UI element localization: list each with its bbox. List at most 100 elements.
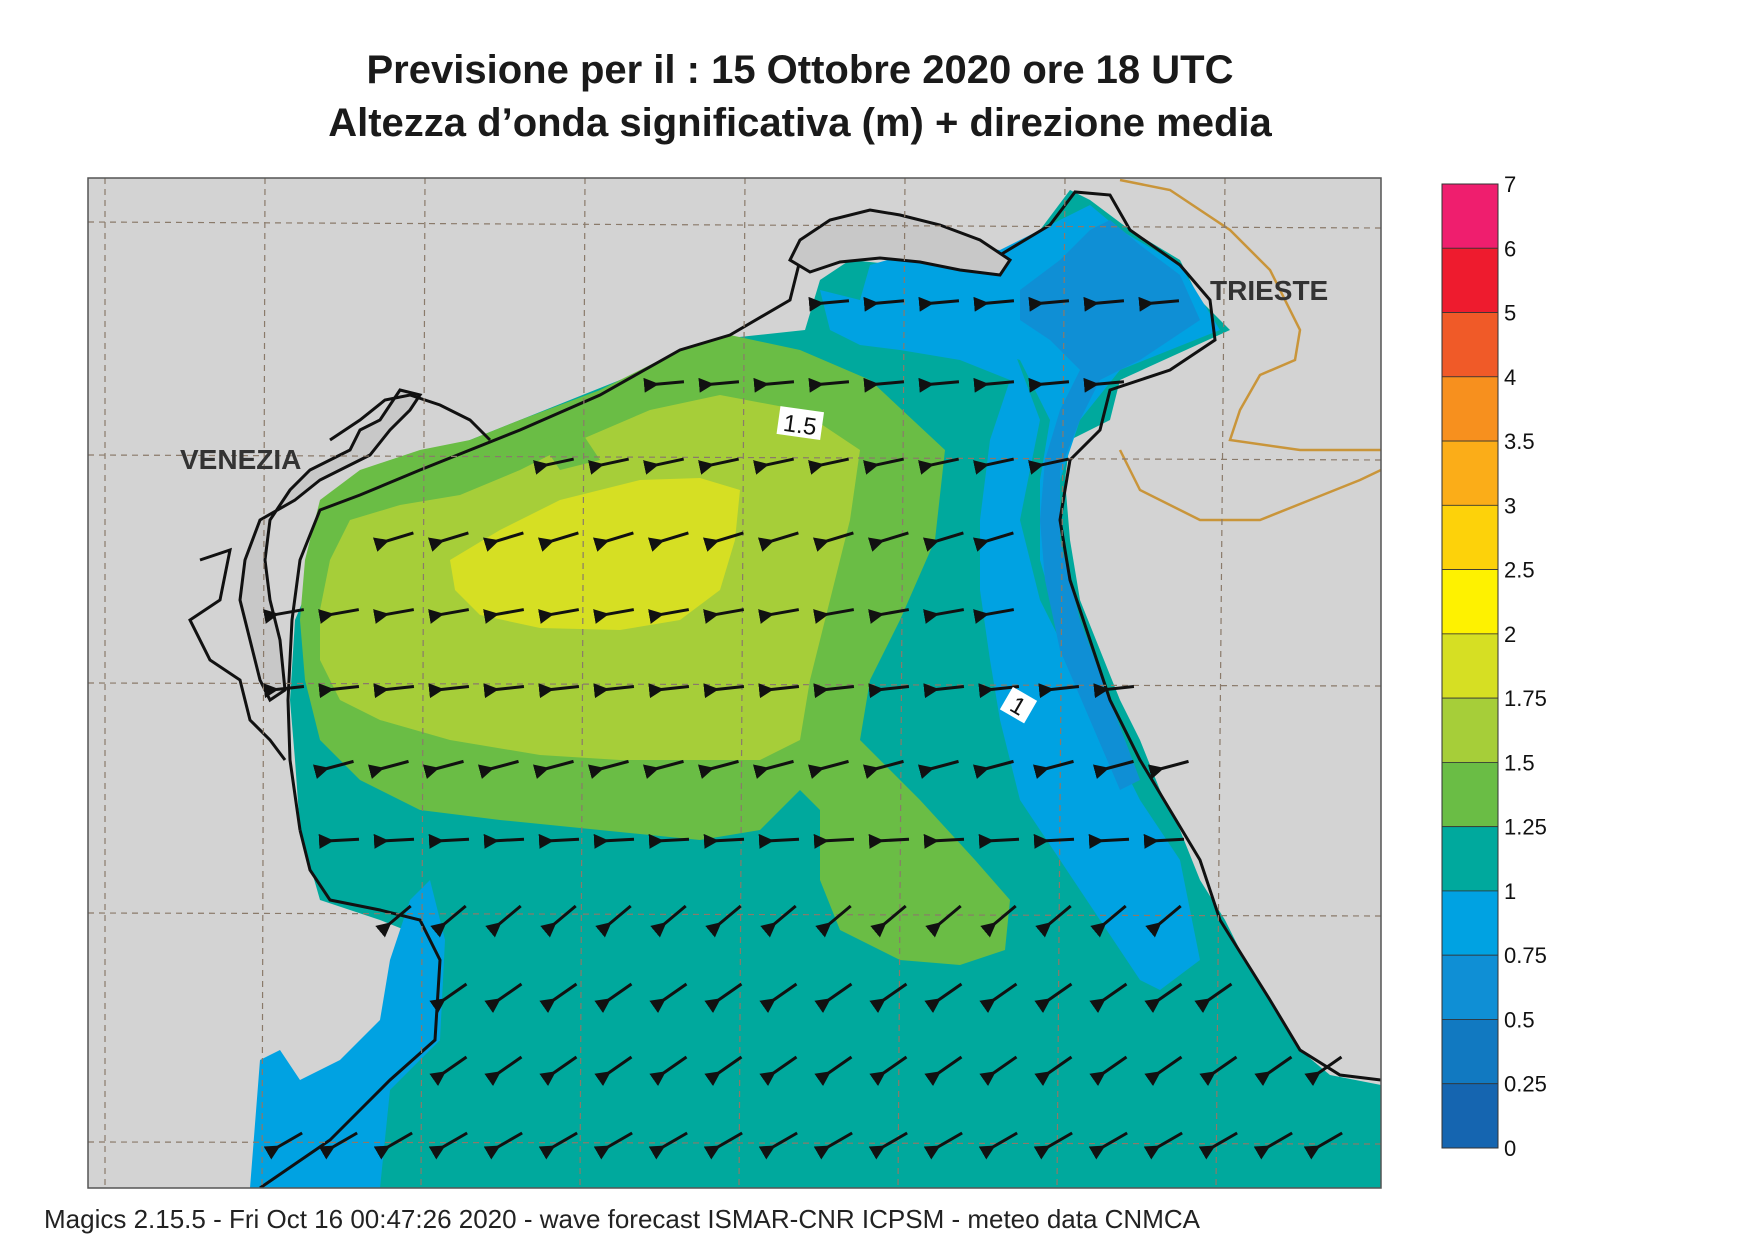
direction-arrow (869, 982, 908, 1014)
direction-arrow (648, 683, 690, 699)
wave-direction-arrows (263, 296, 1343, 1160)
direction-arrow (808, 377, 850, 393)
direction-arrow (540, 904, 577, 938)
direction-arrow (482, 531, 524, 552)
legend-swatch (1441, 440, 1499, 506)
direction-arrow (924, 1055, 963, 1087)
direction-arrow (863, 296, 905, 312)
direction-arrow (757, 531, 799, 552)
direction-arrow (1088, 1131, 1128, 1160)
direction-arrow (1083, 296, 1125, 312)
direction-arrow (1090, 904, 1127, 938)
direction-arrow (1034, 1055, 1073, 1087)
direction-arrow (318, 833, 360, 849)
direction-arrow (815, 904, 852, 938)
direction-arrow (594, 982, 633, 1014)
direction-arrow (702, 531, 744, 552)
direction-arrow (868, 683, 910, 699)
legend-label: 1.25 (1504, 815, 1547, 840)
direction-arrow (422, 759, 464, 779)
direction-arrow (869, 1055, 908, 1087)
place-label-trieste: TRIESTE (1210, 275, 1328, 306)
direction-arrow (923, 608, 965, 624)
legend-label: 1 (1504, 879, 1516, 904)
legend-swatch (1441, 954, 1499, 1020)
direction-arrow (428, 1131, 468, 1160)
direction-arrow (1093, 683, 1135, 699)
legend-swatch (1441, 569, 1499, 635)
direction-arrow (759, 982, 798, 1014)
direction-arrow (373, 1131, 413, 1160)
direction-arrow (587, 759, 629, 779)
legend-frame (1441, 183, 1499, 1149)
direction-arrow (812, 531, 854, 552)
legend-swatch (1441, 247, 1499, 313)
direction-arrow (428, 833, 470, 849)
direction-arrow (703, 1131, 743, 1160)
wave-band-0.75 (820, 290, 1200, 990)
legend-swatch (1441, 376, 1499, 442)
direction-arrow (1034, 982, 1073, 1014)
grado-lagoon (788, 208, 1013, 277)
map-title: Previsione per il : 15 Ottobre 2020 ore … (366, 48, 1234, 92)
direction-arrow (1143, 833, 1185, 849)
direction-arrow (318, 608, 360, 624)
legend-label: 0 (1504, 1136, 1516, 1161)
direction-arrow (972, 531, 1014, 552)
legend-label: 0.5 (1504, 1007, 1535, 1032)
direction-arrow (1033, 833, 1075, 849)
contour-label-1: 1 (999, 686, 1038, 724)
direction-arrow (979, 1055, 1018, 1087)
direction-arrow (698, 377, 740, 393)
coastline (259, 829, 442, 1188)
direction-arrow (648, 1131, 688, 1160)
direction-arrow (373, 683, 415, 699)
direction-arrow (643, 457, 685, 475)
direction-arrow (923, 833, 965, 849)
direction-arrow (759, 1055, 798, 1087)
direction-arrow (595, 904, 632, 938)
legend-label: 2 (1504, 622, 1516, 647)
direction-arrow (539, 982, 578, 1014)
direction-arrow (538, 833, 580, 849)
direction-arrow (1144, 1055, 1183, 1087)
direction-arrow (430, 904, 467, 938)
legend-swatch (1441, 890, 1499, 956)
direction-arrow (703, 683, 745, 699)
direction-arrow (863, 457, 905, 475)
direction-arrow (973, 608, 1015, 624)
direction-arrow (1028, 377, 1070, 393)
place-label-venezia: VENEZIA (180, 444, 301, 475)
direction-arrow (980, 904, 1017, 938)
direction-arrow (1198, 1131, 1238, 1160)
direction-arrow (1089, 1055, 1128, 1087)
footer-credits: Magics 2.15.5 - Fri Oct 16 00:47:26 2020… (44, 1204, 1200, 1234)
coastline (329, 393, 492, 442)
direction-arrow (1092, 759, 1134, 779)
direction-arrow (753, 377, 795, 393)
direction-arrow (1032, 759, 1074, 779)
direction-arrow (703, 833, 745, 849)
legend-label: 0.25 (1504, 1072, 1547, 1097)
legend-swatch (1441, 762, 1499, 828)
direction-arrow (705, 904, 742, 938)
legend-label: 3.5 (1504, 429, 1535, 454)
direction-arrow (758, 608, 800, 624)
border-line (1119, 178, 1381, 452)
direction-arrow (925, 904, 962, 938)
legend-label: 1.5 (1504, 750, 1535, 775)
direction-arrow (814, 982, 853, 1014)
direction-arrow (647, 531, 689, 552)
legend-label: 6 (1504, 236, 1516, 261)
direction-arrow (318, 683, 360, 699)
direction-arrow (922, 531, 964, 552)
direction-arrow (867, 531, 909, 552)
legend-label: 7 (1504, 172, 1516, 197)
direction-arrow (917, 759, 959, 779)
legend-swatch (1441, 312, 1499, 378)
direction-arrow (1033, 1131, 1073, 1160)
direction-arrow (752, 759, 794, 779)
direction-arrow (697, 759, 739, 779)
direction-arrow (643, 377, 685, 393)
direction-arrow (483, 608, 525, 624)
